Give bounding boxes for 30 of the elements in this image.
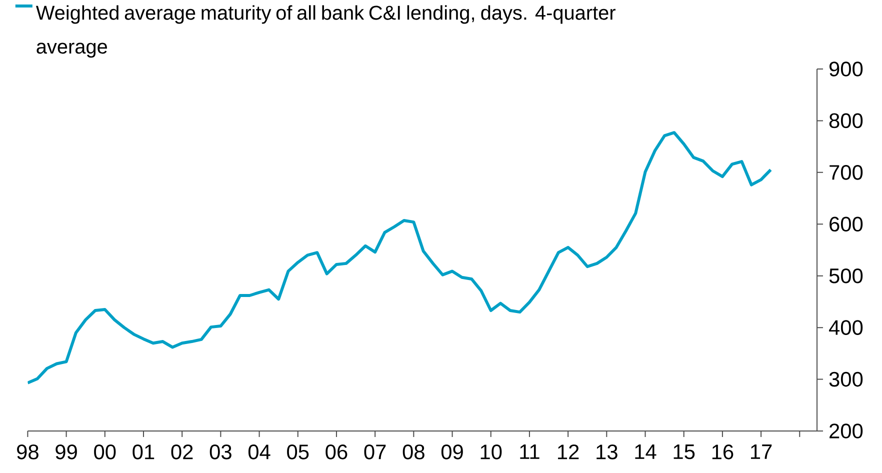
x-tick-label: 07 bbox=[364, 444, 386, 460]
x-tick-label: 98 bbox=[17, 444, 38, 460]
y-tick-label: 900 bbox=[830, 62, 863, 76]
y-tick-label: 200 bbox=[830, 424, 863, 438]
x-tick-label: 00 bbox=[94, 444, 116, 460]
y-tick-label: 600 bbox=[830, 216, 863, 232]
line-series bbox=[28, 131, 772, 384]
x-tick-label: 17 bbox=[751, 444, 772, 459]
x-tick-label: 09 bbox=[441, 444, 463, 460]
x-tick-label: 02 bbox=[171, 444, 193, 460]
y-tick-label: 300 bbox=[829, 372, 863, 387]
x-tick-label: 04 bbox=[248, 444, 270, 460]
x-tick-label: 01 bbox=[132, 444, 154, 460]
x-tick-label: 16 bbox=[712, 444, 734, 460]
y-tick-label: 700 bbox=[830, 165, 863, 180]
x-tick-label: 14 bbox=[635, 444, 656, 459]
legend-label: Weighted average maturity of all bank C&I lending, days. 4-quarter average bbox=[36, 5, 616, 58]
y-tick-label: 400 bbox=[829, 320, 863, 335]
x-tick-label: 12 bbox=[558, 444, 579, 460]
x-tick-label: 03 bbox=[210, 444, 232, 460]
x-tick-label: 05 bbox=[287, 444, 309, 460]
y-tick-label: 500 bbox=[829, 268, 863, 284]
x-tick-label: 99 bbox=[56, 444, 77, 460]
x-tick-label: 10 bbox=[480, 444, 502, 460]
x-tick-label: 08 bbox=[402, 444, 424, 460]
x-tick-label: 11 bbox=[520, 444, 540, 459]
x-tick-label: 15 bbox=[674, 444, 695, 460]
y-tick-label: 800 bbox=[829, 113, 863, 128]
x-tick-label: 13 bbox=[596, 444, 618, 460]
x-tick-label: 06 bbox=[326, 444, 348, 460]
